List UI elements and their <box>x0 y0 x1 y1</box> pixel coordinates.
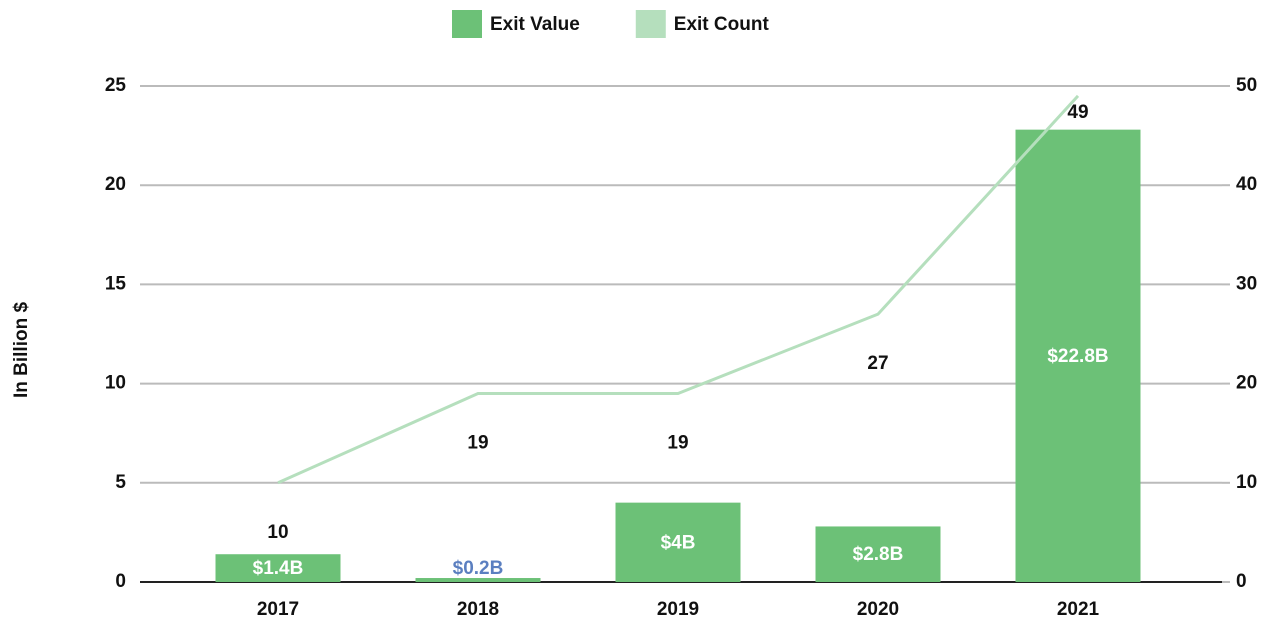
bar-value-label: $2.8B <box>853 544 904 565</box>
x-tick-label: 2020 <box>857 599 899 620</box>
y2-tick-label: 40 <box>1236 174 1257 195</box>
y-axis-label: In Billion $ <box>11 302 32 398</box>
bar <box>815 526 941 582</box>
x-tick-label: 2017 <box>257 599 299 620</box>
line <box>277 94 1080 485</box>
bar-value-label: $0.2B <box>453 558 504 579</box>
bar <box>1015 129 1141 582</box>
y-tick-label: 10 <box>105 373 126 394</box>
y2-tick-label: 30 <box>1236 273 1257 294</box>
legend-label: Exit Count <box>674 14 770 35</box>
legend-swatch <box>635 10 666 38</box>
bar <box>415 578 541 582</box>
x-tick-label: 2019 <box>657 599 699 620</box>
line-value-label: 10 <box>267 522 288 543</box>
y2-tick-label: 20 <box>1236 373 1257 394</box>
bar-value-label: $22.8B <box>1047 346 1108 367</box>
line-value-label: 49 <box>1067 102 1088 123</box>
y-tick-label: 0 <box>115 571 126 592</box>
legend-label: Exit Value <box>490 14 580 35</box>
y-tick-label: 15 <box>105 273 127 294</box>
y2-tick-label: 50 <box>1236 75 1257 96</box>
y-tick-label: 5 <box>115 472 126 493</box>
y-tick-label: 20 <box>105 174 126 195</box>
y2-tick-label: 0 <box>1236 571 1247 592</box>
line-value-label: 19 <box>667 433 688 454</box>
legend-swatch <box>452 10 482 38</box>
line-value-label: 27 <box>867 353 888 374</box>
bar <box>615 502 741 582</box>
bar-value-label: $4B <box>661 532 696 553</box>
line-value-label: 19 <box>467 433 488 454</box>
bar <box>215 554 341 582</box>
x-tick-label: 2021 <box>1057 599 1100 620</box>
x-tick-label: 2018 <box>457 599 499 620</box>
bar-value-label: $1.4B <box>253 558 304 579</box>
y-tick-label: 25 <box>105 75 127 96</box>
y2-tick-label: 10 <box>1236 472 1257 493</box>
